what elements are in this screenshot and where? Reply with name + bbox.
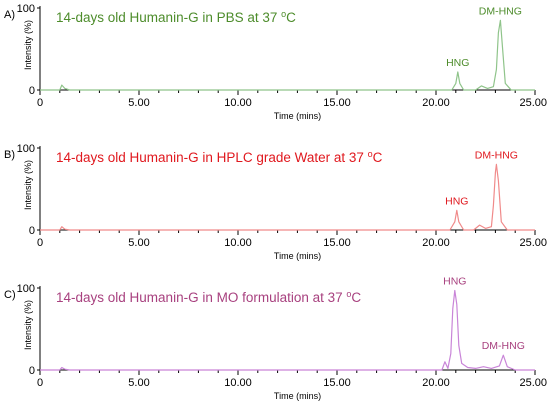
x-axis-label: Time (mins) [274,251,321,261]
y-tick-label: 100 [17,283,35,295]
peak-label: DM-HNG [479,5,522,17]
panel-title: 14-days old Humanin-G in HPLC grade Wate… [56,149,383,165]
peak-label: DM-HNG [475,149,518,161]
chromatogram-trace [40,163,535,231]
panel-title-main: 14-days old Humanin-G in MO formulation … [56,290,346,305]
panel-title-superscript: o [281,9,286,19]
x-tick-label: 25.00 [519,377,547,389]
panel-title-end: C [351,290,361,305]
panel-title-superscript: o [368,149,373,159]
panel-title-superscript: o [346,289,351,299]
y-tick-label: 100 [17,143,35,155]
x-tick-label: 15.00 [323,377,351,389]
chromatogram-trace [40,19,535,91]
y-tick-label: 0 [29,225,35,237]
panel-b: B) 0 100 Intensity (%) 0 5.00 10.00 15.00 20.00 2… [4,143,547,261]
peak-label: HNG [446,57,469,69]
x-tick-label: 10.00 [224,237,252,249]
panel-letter: A) [4,9,15,21]
x-tick-label: 5.00 [128,377,149,389]
x-tick-label: 0 [37,97,43,109]
panel-title-end: C [373,150,383,165]
panel-title: 14-days old Humanin-G in PBS at 37 oC [56,9,296,25]
panel-a: A) 0 100 Intensity (%) 0 5.00 10.00 15.00 20.00 2… [4,3,547,121]
y-tick-label: 0 [29,85,35,97]
panel-letter: C) [4,289,16,301]
y-axis-label: Intensity (%) [23,160,33,210]
panel-letter: B) [4,149,15,161]
x-tick-label: 5.00 [128,237,149,249]
x-tick-label: 0 [37,377,43,389]
y-axis-label: Intensity (%) [23,300,33,350]
peak-label: DM-HNG [482,340,525,352]
panel-title-end: C [286,10,296,25]
y-axis-label: Intensity (%) [23,20,33,70]
x-axis-label: Time (mins) [274,391,321,401]
x-tick-label: 15.00 [323,97,351,109]
chromatogram-trace [40,289,535,371]
y-tick-label: 100 [17,3,35,15]
panel-title-main: 14-days old Humanin-G in PBS at 37 [56,10,281,25]
x-tick-label: 25.00 [519,237,547,249]
x-tick-label: 10.00 [224,377,252,389]
x-tick-label: 25.00 [519,97,547,109]
x-tick-label: 20.00 [422,377,450,389]
x-tick-label: 20.00 [422,97,450,109]
x-tick-label: 0 [37,237,43,249]
panel-c: C) 0 100 Intensity (%) 0 5.00 10.00 15.00 20.00 2… [4,275,547,401]
x-tick-label: 5.00 [128,97,149,109]
peak-label: HNG [443,275,466,287]
panel-title: 14-days old Humanin-G in MO formulation … [56,289,361,305]
x-axis-label: Time (mins) [274,111,321,121]
x-tick-label: 20.00 [422,237,450,249]
x-tick-label: 10.00 [224,97,252,109]
x-tick-label: 15.00 [323,237,351,249]
panel-title-main: 14-days old Humanin-G in HPLC grade Wate… [56,150,368,165]
y-tick-label: 0 [29,365,35,377]
peak-label: HNG [445,195,468,207]
